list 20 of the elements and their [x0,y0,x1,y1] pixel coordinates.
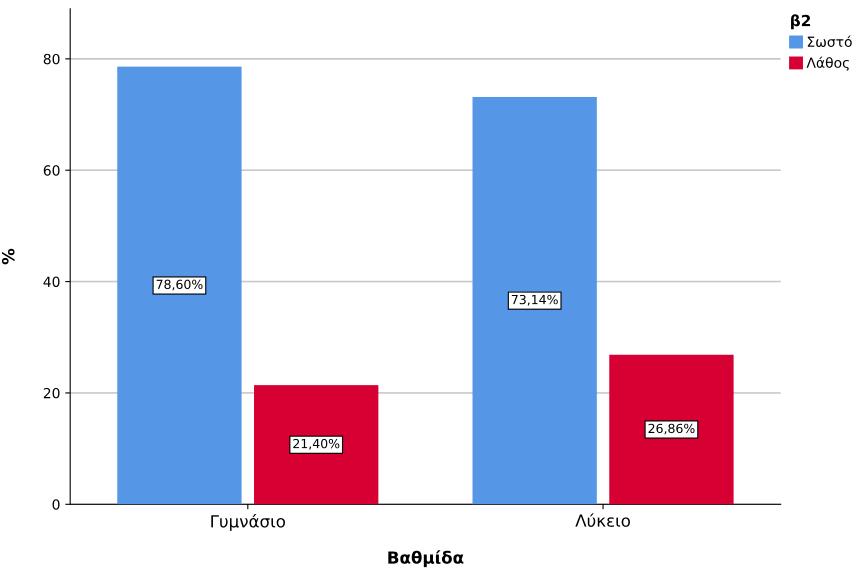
x-tick-label: Γυμνάσιο [211,514,286,531]
y-tick-label: 40 [43,276,60,288]
bar [254,385,378,504]
y-tick-label: 60 [44,165,60,176]
y-axis-title: % [2,248,15,264]
bar [609,354,734,504]
x-axis-title: Βαθμίδα [388,550,464,568]
data-label: 73,14% [512,294,558,306]
y-tick-label: 0 [52,499,60,510]
y-tick-label: 80 [44,54,60,64]
data-label: 26,86% [648,424,695,434]
legend-title: β2 [791,14,810,30]
legend-label: Σωστό [808,36,852,47]
data-label: 78,60% [156,280,203,290]
legend-label: Λάθος [806,56,849,71]
x-tick-label: Λύκειο [575,513,630,527]
bar [117,66,242,504]
data-label: 21,40% [293,438,340,450]
y-tick-label: 20 [44,388,60,398]
bar [472,97,597,504]
